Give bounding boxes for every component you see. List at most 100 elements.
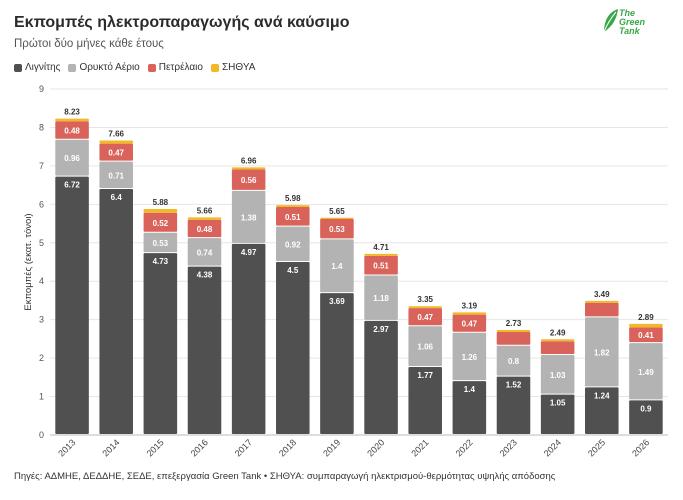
bar-segment-lignite [187, 266, 222, 434]
bar-segment-oil [408, 308, 442, 326]
y-tick-label: 1 [39, 392, 44, 402]
x-tick-label: 2023 [498, 437, 519, 458]
data-label: 0.71 [108, 171, 124, 180]
bar-segment-gas [143, 232, 178, 253]
bar-segment-oil [276, 207, 310, 226]
bar-segment-oil [629, 327, 663, 343]
bar-segment-gas [408, 326, 442, 366]
bar-segment-lignite [629, 400, 663, 434]
legend-item-oil[interactable]: Πετρέλαιο [147, 62, 203, 73]
bar-segment-chp [187, 217, 222, 220]
data-label: 0.9 [640, 404, 652, 413]
bar-segment-gas [187, 238, 222, 266]
x-tick-label: 2018 [277, 437, 298, 458]
legend-swatch-chp [210, 63, 219, 72]
data-label: 0.56 [241, 176, 257, 185]
data-label: 4.73 [153, 257, 169, 266]
data-label: 6.4 [111, 193, 123, 202]
bar-segment-lignite [320, 293, 354, 434]
legend: Λιγνίτης Ορυκτό Αέριο Πετρέλαιο ΣΗΘΥΑ [14, 62, 255, 73]
bar-segment-oil [364, 255, 398, 275]
bar-segment-chp [496, 330, 531, 332]
x-tick-label: 2014 [100, 437, 121, 458]
legend-item-chp[interactable]: ΣΗΘΥΑ [210, 62, 255, 73]
data-label: 0.53 [153, 239, 169, 248]
bar-segment-chp [540, 339, 575, 342]
data-label: 1.26 [462, 353, 478, 362]
data-label: 0.47 [462, 320, 478, 329]
bar-segment-chp [276, 205, 310, 208]
data-label: 0.51 [285, 213, 301, 222]
bar-segment-lignite [496, 376, 531, 434]
data-label: 4.5 [287, 266, 299, 275]
bar-segment-chp [629, 323, 663, 328]
legend-item-lignite[interactable]: Λιγνίτης [14, 62, 60, 73]
y-tick-label: 6 [39, 199, 44, 209]
x-tick-label: 2026 [630, 437, 651, 458]
legend-swatch-gas [68, 63, 77, 72]
chart-subtitle: Πρώτοι δύο μήνες κάθε έτους [14, 38, 164, 50]
legend-label-lignite: Λιγνίτης [25, 62, 61, 73]
bar-segment-lignite [585, 387, 619, 434]
logo-text-the: The [619, 8, 636, 18]
bar-segment-lignite [143, 253, 178, 434]
bar-segment-oil [452, 314, 487, 332]
total-label: 7.66 [108, 130, 124, 139]
bar-segment-gas [452, 332, 487, 381]
total-label: 2.49 [550, 328, 566, 337]
data-label: 1.38 [241, 213, 257, 222]
data-label: 6.72 [64, 181, 80, 190]
bar-segment-oil [99, 143, 133, 161]
footer-source: Πηγές: ΑΔΜΗΕ, ΔΕΔΔΗΕ, ΣΕΔΕ, επεξεργασία … [14, 471, 556, 482]
data-label: 1.77 [417, 371, 433, 380]
bar-segment-lignite [540, 394, 575, 434]
data-label: 1.06 [417, 343, 433, 352]
bar-segment-gas [629, 343, 663, 400]
data-label: 3.69 [329, 297, 345, 306]
bar-segment-chp [408, 306, 442, 309]
data-label: 1.4 [331, 262, 343, 271]
data-label: 2.97 [373, 325, 389, 334]
logo-text-green: Green [619, 17, 646, 27]
bar-segment-gas [99, 161, 133, 188]
total-label: 5.66 [197, 206, 213, 215]
data-label: 0.41 [638, 331, 654, 340]
x-tick-label: 2017 [233, 437, 254, 458]
data-label: 1.03 [550, 371, 566, 380]
total-label: 2.73 [506, 319, 522, 328]
x-tick-label: 2013 [56, 437, 77, 458]
y-tick-label: 4 [39, 276, 44, 286]
chart-title: Εκπομπές ηλεκτροπαραγωγής ανά καύσιμο [14, 14, 350, 31]
total-label: 6.96 [241, 156, 257, 165]
legend-item-gas[interactable]: Ορυκτό Αέριο [68, 62, 140, 73]
x-tick-label: 2021 [409, 437, 430, 458]
x-tick-label: 2016 [189, 437, 210, 458]
bar-segment-oil [585, 302, 619, 317]
bar-segment-oil [231, 169, 266, 190]
y-tick-label: 2 [39, 353, 44, 363]
legend-label-oil: Πετρέλαιο [158, 62, 203, 73]
data-label: 1.18 [373, 294, 389, 303]
y-tick-label: 8 [39, 122, 44, 132]
bar-segment-oil [320, 218, 354, 239]
logo-text-tank: Tank [619, 26, 640, 36]
data-label: 1.82 [594, 348, 610, 357]
y-axis-label: Εκπομπές (εκατ. τόνοι) [23, 213, 34, 310]
bar-segment-chp [55, 118, 89, 122]
total-label: 2.89 [638, 313, 654, 322]
total-label: 5.65 [329, 207, 345, 216]
bar-segment-chp [585, 300, 619, 303]
bar-segment-lignite [364, 320, 398, 434]
bar-segment-lignite [55, 176, 89, 435]
green-tank-logo: The Green Tank [601, 6, 645, 42]
data-label: 0.48 [64, 127, 80, 136]
y-tick-label: 0 [39, 430, 44, 440]
bar-segment-lignite [452, 381, 487, 434]
bar-segment-lignite [99, 188, 133, 434]
x-tick-label: 2022 [454, 437, 475, 458]
bar-segment-chp [231, 167, 266, 170]
bar-segment-gas [540, 355, 575, 394]
bar-segment-gas [55, 139, 89, 176]
data-label: 1.4 [464, 385, 476, 394]
total-label: 5.88 [153, 198, 169, 207]
